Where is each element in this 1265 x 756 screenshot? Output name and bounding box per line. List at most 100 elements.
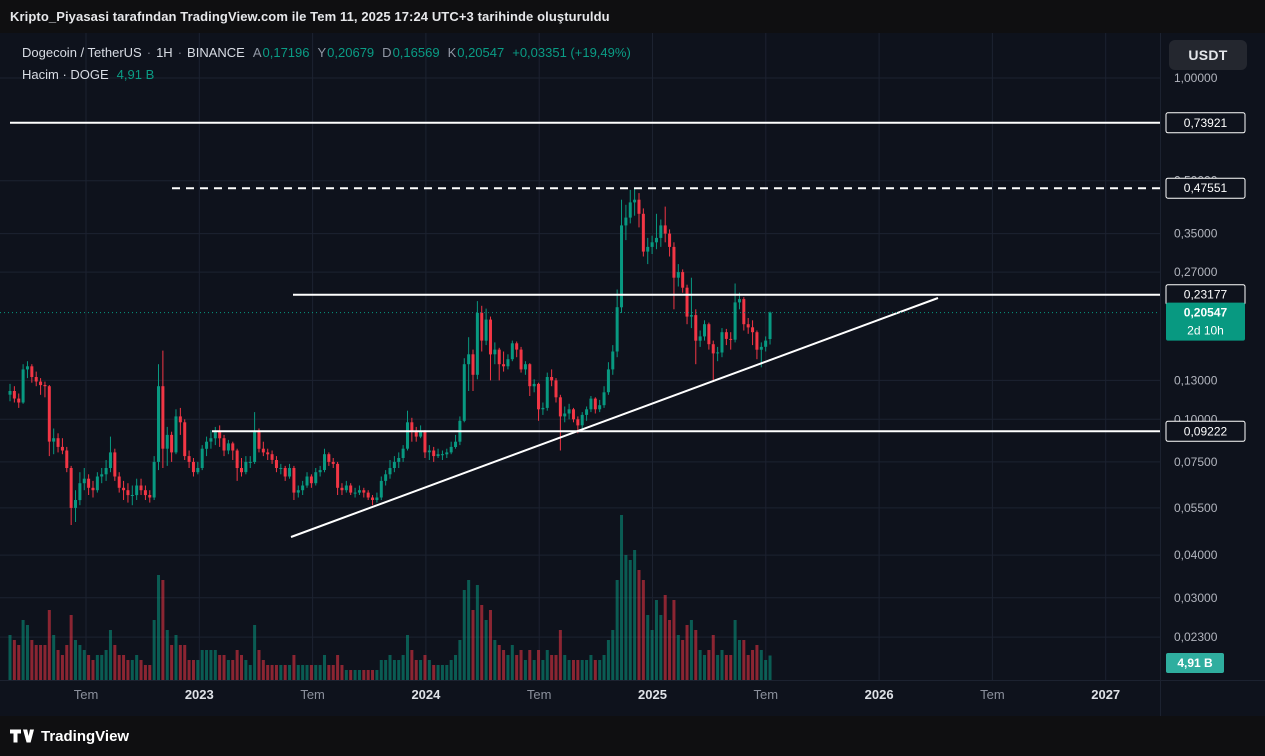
volume-bar [541,660,545,680]
tradingview-logo-icon[interactable] [10,729,34,743]
candle-body [576,419,580,426]
legend-row-volume: Hacim · DOGE 4,91 B [22,66,631,83]
volume-bar [371,670,375,680]
candle-body [475,312,479,375]
candle-body [663,225,667,234]
change-value: +0,03351 (+19,49%) [512,45,631,60]
candle-body [659,225,663,238]
volume-bar [200,650,204,680]
candle-body [165,434,169,449]
volume-bar [593,660,597,680]
volume-bar [323,655,326,680]
volume-bar [122,655,126,680]
separator-dot: · [177,45,183,60]
volume-bar [397,660,401,680]
volume-bar [43,645,47,680]
high-value: 0,20679 [327,45,375,60]
candle-body [205,441,209,449]
volume-bar [161,580,165,680]
volume-bar [375,670,379,680]
candle-body [567,409,571,414]
currency-toggle-button[interactable]: USDT [1169,40,1247,70]
volume-bar [353,670,357,680]
volume-bar [703,655,707,680]
volume-bar [694,630,698,680]
volume-bar [506,655,510,680]
volume-bar [292,655,296,680]
volume-row-label: Hacim · DOGE [22,67,109,82]
candle-body [65,450,69,468]
volume-bar [34,645,38,680]
volume-bar [226,660,230,680]
candle-body [187,456,191,462]
candle-body [668,233,672,247]
level-price-label-text: 0,23177 [1184,288,1228,302]
candle-body [274,460,278,468]
candle-body [170,434,174,453]
attribution-bar: Kripto_Piyasasi tarafından TradingView.c… [0,0,1265,33]
candle-body [318,470,322,473]
candle-body [174,416,178,453]
candle-body [392,461,396,468]
candle-body [751,327,755,333]
candle-body [401,448,405,458]
candle-body [344,485,348,491]
volume-row-value: 4,91 B [116,67,155,82]
volume-bar [366,670,370,680]
candle-body [213,431,217,439]
candle-body [340,487,344,491]
candle-body [480,312,484,341]
time-axis[interactable]: Tem 2023 Tem 2024 Tem 2025 Tem 2026 Tem 2027 [74,687,1120,702]
volume-bar [191,660,195,680]
volume-bar [685,625,689,680]
volume-bar [405,635,409,680]
candle-body [502,364,506,367]
candle-body [266,452,270,455]
candle-body [178,416,182,423]
candle-body [598,405,602,410]
level-price-label: 0,73921 [1165,112,1246,134]
level-price-label-text: 0,47551 [1184,181,1228,195]
volume-bar [25,625,29,680]
volume-bar [711,635,715,680]
volume-bar [340,665,344,680]
footer-brand-link[interactable]: TradingView [41,727,130,745]
volume-bar [222,655,226,680]
volume-bar [515,655,519,680]
symbol-title[interactable]: Dogecoin / TetherUS [22,45,142,60]
candle-body [506,359,510,367]
volume-bar [12,640,16,680]
candle-body [720,332,724,353]
candle-body [261,448,265,453]
volume-bar [681,640,685,680]
candle-body [122,487,126,491]
interval-label[interactable]: 1H [156,45,173,60]
candle-body [253,431,257,462]
time-tick-label: 2027 [1091,687,1120,702]
candle-body [654,237,658,243]
volume-bar [742,640,746,680]
exchange-label[interactable]: BINANCE [187,45,245,60]
volume-bar [130,660,134,680]
volume-bar [65,645,69,680]
volume-bar [152,620,156,680]
volume-bar [716,655,720,680]
volume-bar [580,660,584,680]
open-label: A [252,45,262,60]
candle-body [676,272,680,278]
candle-body [615,307,619,352]
volume-bar [532,660,536,680]
time-tick-label: Tem [527,687,552,702]
volume-bar [253,625,257,680]
volume-bar [537,650,541,680]
candle-body [515,343,519,350]
grid [0,33,1160,680]
volume-bar [458,640,462,680]
candle-body [74,500,78,508]
candle-body [419,431,423,437]
level-price-label-box [1165,112,1246,134]
candle-body [388,468,392,475]
volume-bar [157,575,161,680]
candle-body [104,468,108,475]
